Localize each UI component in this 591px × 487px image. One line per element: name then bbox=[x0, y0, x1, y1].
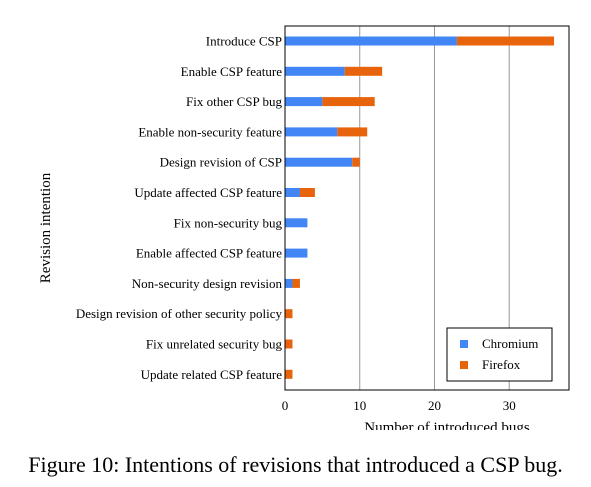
x-tick-labels: 0 10 20 30 bbox=[282, 398, 516, 413]
figure-caption: Figure 10: Intentions of revisions that … bbox=[28, 452, 563, 477]
category-label: Fix other CSP bug bbox=[186, 94, 282, 109]
x-tick-label: 20 bbox=[428, 398, 441, 413]
category-label: Non-security design revision bbox=[132, 276, 283, 291]
stacked-bar-chart: Introduce CSP Enable CSP feature Fix other… bbox=[38, 25, 570, 430]
category-label: Fix non-security bug bbox=[174, 215, 283, 230]
category-label: Update affected CSP feature bbox=[134, 185, 282, 200]
category-label: Design revision of CSP bbox=[160, 155, 282, 170]
bar-firefox-10 bbox=[285, 339, 293, 349]
category-label: Enable CSP feature bbox=[181, 64, 283, 79]
category-label: Enable affected CSP feature bbox=[136, 246, 282, 261]
bar-firefox-1 bbox=[344, 66, 383, 76]
bar-chromium-7 bbox=[285, 248, 308, 258]
bar-firefox-5 bbox=[299, 188, 315, 197]
category-label: Introduce CSP bbox=[206, 34, 282, 49]
bar-chromium-1 bbox=[285, 66, 345, 76]
bar-firefox-3 bbox=[337, 127, 368, 137]
legend-swatch-firefox bbox=[460, 361, 468, 369]
bar-firefox-9 bbox=[285, 309, 293, 319]
category-labels: Introduce CSP Enable CSP feature Fix other… bbox=[76, 34, 283, 382]
bar-chromium-6 bbox=[285, 218, 308, 228]
x-tick-label: 0 bbox=[282, 398, 289, 413]
bar-chromium-2 bbox=[285, 97, 323, 107]
bar-firefox-4 bbox=[352, 157, 360, 167]
legend: Chromium Firefox bbox=[446, 327, 553, 382]
x-tick-label: 30 bbox=[503, 398, 516, 413]
x-tick-label: 10 bbox=[353, 398, 366, 413]
legend-box bbox=[446, 327, 553, 382]
bar-chromium-3 bbox=[285, 127, 338, 137]
bar-chromium-0 bbox=[285, 36, 457, 46]
legend-label-firefox: Firefox bbox=[482, 357, 521, 372]
y-axis-label: Revision intention bbox=[38, 172, 54, 283]
bar-firefox-2 bbox=[322, 97, 375, 107]
bar-chromium-5 bbox=[285, 188, 300, 197]
category-label: Design revision of other security policy bbox=[76, 306, 283, 321]
category-label: Enable non-security feature bbox=[138, 124, 282, 139]
bar-chromium-4 bbox=[285, 157, 353, 167]
bars bbox=[285, 36, 555, 379]
bar-firefox-0 bbox=[456, 36, 555, 46]
category-label: Fix unrelated security bug bbox=[146, 337, 283, 352]
legend-swatch-chromium bbox=[460, 340, 468, 348]
plot-frame bbox=[284, 25, 570, 391]
legend-label-chromium: Chromium bbox=[482, 336, 538, 351]
bar-chromium-8 bbox=[285, 278, 293, 288]
bar-firefox-11 bbox=[285, 369, 293, 379]
x-axis-label: Number of introduced bugs bbox=[364, 420, 530, 430]
bar-firefox-8 bbox=[292, 278, 300, 288]
category-label: Update related CSP feature bbox=[141, 367, 283, 382]
